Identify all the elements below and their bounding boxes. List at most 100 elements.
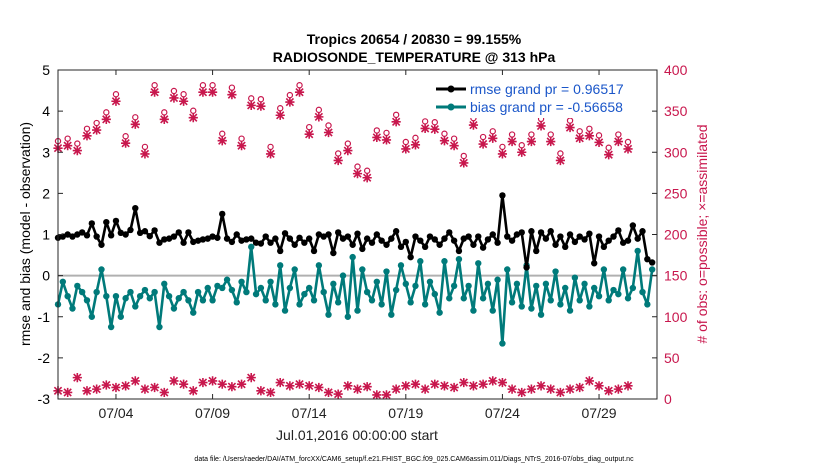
rmse-point	[533, 247, 540, 255]
assimilated-count-point	[555, 155, 565, 166]
rmse-point	[349, 241, 356, 248]
assimilated-count-point	[565, 384, 575, 394]
rmse-point	[107, 232, 115, 239]
bias-point	[552, 268, 559, 275]
assimilated-count-point	[555, 387, 565, 398]
bias-point	[88, 313, 96, 320]
bias-point	[107, 323, 115, 331]
bias-point	[363, 288, 371, 296]
assimilated-count-point	[188, 113, 198, 123]
y-axis-left-label: rmse and bias (model - observation)	[17, 122, 33, 346]
bias-point	[446, 295, 453, 302]
possible-count-point	[460, 152, 467, 160]
bias-point	[513, 280, 521, 288]
assimilated-count-point	[246, 100, 256, 110]
rmse-point	[639, 228, 646, 235]
bias-point	[74, 282, 81, 290]
bias-point	[334, 299, 342, 306]
possible-count-point	[479, 133, 487, 141]
bias-point	[624, 295, 632, 302]
y-axis-right-label: # of obs: o=possible; ×=assimilated	[694, 124, 710, 343]
assimilated-count-point	[323, 387, 334, 398]
bias-point	[132, 303, 139, 310]
rmse-point	[595, 233, 603, 240]
bias-point	[219, 284, 226, 292]
rmse-point	[151, 227, 158, 234]
y-left-tick-label: 2	[42, 185, 50, 201]
assimilated-count-point	[101, 114, 111, 124]
assimilated-count-point	[430, 379, 440, 389]
bias-point	[199, 297, 207, 304]
left-axis-ticks: -3 -2 -1 0 1 2 3 4 5	[38, 62, 63, 407]
bias-point	[320, 288, 327, 296]
rmse-point	[378, 237, 385, 244]
bias-point	[190, 309, 197, 316]
assimilated-count-point	[362, 382, 372, 392]
rmse-point	[194, 237, 202, 244]
rmse-point	[199, 236, 207, 243]
bias-point	[305, 284, 313, 292]
y-right-tick-label: 300	[664, 144, 688, 160]
rmse-point	[69, 233, 76, 240]
bias-point	[392, 286, 400, 294]
possible-count-point	[199, 82, 207, 89]
assimilated-count-point	[198, 87, 208, 97]
rmse-point	[190, 238, 197, 246]
bias-point	[368, 297, 376, 304]
assimilated-count-point	[217, 136, 227, 146]
bias-point	[475, 260, 482, 267]
assimilated-count-point	[584, 376, 594, 386]
bias-point	[494, 276, 501, 283]
rmse-point	[339, 235, 347, 242]
assimilated-count-point	[265, 149, 276, 159]
bias-point	[518, 303, 525, 310]
rmse-point	[465, 233, 472, 240]
rmse-point	[518, 229, 525, 236]
assimilated-count-point	[314, 382, 324, 393]
bias-point	[194, 288, 202, 296]
possible-count-point	[383, 129, 390, 137]
bias-point	[412, 282, 419, 290]
bias-point	[484, 280, 492, 288]
bias-point	[571, 274, 579, 281]
possible-count-point	[528, 131, 535, 138]
assimilated-count-point	[546, 384, 556, 394]
possible-count-point	[354, 163, 361, 170]
possible-count-point	[112, 91, 120, 98]
possible-count-point	[363, 167, 371, 174]
assimilated-count-point	[613, 136, 623, 147]
assimilated-count-point	[401, 144, 411, 154]
bias-point	[595, 292, 603, 300]
bias-point	[238, 278, 245, 285]
assimilated-count-point	[333, 389, 343, 399]
rmse-point	[615, 227, 622, 234]
y-left-tick-label: -2	[38, 350, 51, 366]
bias-point	[528, 305, 535, 312]
possible-count-point	[190, 107, 197, 114]
bias-point	[310, 297, 318, 304]
bias-point	[581, 280, 588, 288]
rmse-point	[252, 239, 260, 246]
assimilated-count-point	[488, 376, 498, 386]
bias-point	[383, 268, 390, 275]
assimilated-count-point	[294, 379, 305, 389]
rmse-point	[397, 243, 405, 251]
bias-point	[344, 313, 352, 320]
bias-point	[286, 284, 294, 292]
bias-point	[291, 266, 298, 273]
assimilated-count-point	[121, 138, 131, 148]
rmse-point	[513, 231, 521, 238]
possible-count-point	[499, 143, 506, 151]
assimilated-count-point	[439, 381, 450, 391]
rmse-point	[610, 233, 617, 240]
possible-count-point	[576, 128, 583, 135]
rmse-point	[98, 241, 105, 248]
bias-point	[547, 297, 554, 304]
rmse-point	[383, 241, 390, 248]
rmse-point	[219, 210, 226, 218]
possible-count-point	[421, 118, 429, 125]
rmse-point	[508, 237, 516, 244]
rmse-point	[634, 235, 641, 242]
rmse-point	[624, 237, 632, 244]
assimilated-count-point	[275, 110, 285, 120]
